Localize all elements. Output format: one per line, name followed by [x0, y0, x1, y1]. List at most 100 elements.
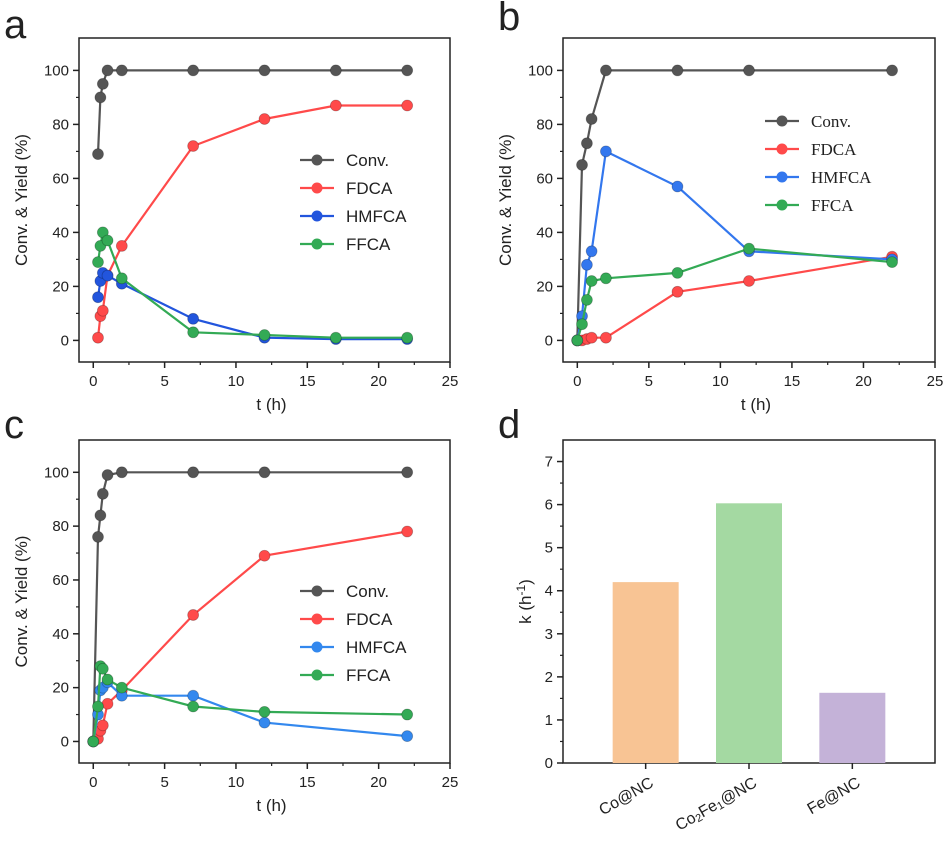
- category-label: Co2Fe1@NC: [673, 775, 760, 836]
- x-axis-label: t (h): [256, 395, 286, 414]
- data-point: [258, 716, 271, 729]
- data-point: [585, 275, 598, 287]
- category-label: Fe@NC: [805, 775, 864, 819]
- data-point: [743, 242, 755, 255]
- bar: [716, 503, 782, 763]
- y-tick-label: 2: [545, 669, 553, 686]
- legend-label: FFCA: [346, 666, 391, 685]
- data-point: [258, 705, 271, 718]
- data-point: [401, 466, 414, 479]
- data-point: [258, 64, 271, 77]
- legend-marker: [776, 115, 788, 127]
- data-point: [671, 285, 684, 298]
- x-tick-label: 10: [228, 774, 245, 791]
- x-tick-label: 15: [299, 774, 316, 791]
- data-point: [580, 137, 593, 150]
- y-tick-label: 60: [536, 170, 553, 187]
- series-line-hmfca: [576, 149, 893, 341]
- legend-marker: [311, 210, 323, 222]
- y-tick-label: 0: [61, 332, 69, 349]
- data-point: [187, 312, 200, 325]
- data-point: [96, 78, 109, 90]
- x-tick-label: 15: [299, 373, 316, 390]
- legend-marker: [311, 182, 323, 194]
- data-point: [92, 148, 104, 161]
- data-point: [96, 662, 109, 675]
- data-point: [580, 258, 593, 271]
- legend-label: FDCA: [811, 140, 857, 159]
- data-point: [92, 531, 104, 543]
- legend-label: HMFCA: [346, 207, 407, 226]
- y-tick-label: 80: [536, 116, 553, 133]
- x-tick-label: 25: [442, 373, 459, 390]
- y-tick-label: 20: [52, 278, 69, 295]
- y-tick-label: 3: [545, 626, 553, 643]
- data-point: [585, 113, 598, 125]
- data-point: [571, 334, 584, 347]
- plot-frame: [78, 37, 451, 363]
- x-tick-label: 25: [927, 373, 944, 390]
- data-point: [886, 256, 898, 269]
- data-point: [743, 64, 755, 77]
- y-tick-label: 7: [545, 454, 553, 471]
- y-tick-label: 60: [52, 170, 69, 187]
- y-tick-label: 6: [545, 497, 553, 514]
- chart-panel-a: 0 5 10 15 20 25 0 20 40 60 80 100 t (h) Conv. & Yield…: [12, 37, 459, 414]
- x-axis-label: t (h): [256, 796, 286, 815]
- data-point: [101, 234, 114, 247]
- y-tick-label: 100: [44, 464, 69, 481]
- y-axis-label: Conv. & Yield (%): [12, 134, 31, 266]
- x-tick-label: 0: [89, 774, 97, 791]
- x-tick-label: 5: [645, 373, 653, 390]
- data-point: [96, 487, 109, 500]
- legend-label: Conv.: [811, 112, 851, 131]
- data-point: [258, 113, 271, 125]
- data-point: [115, 64, 128, 77]
- legend-marker: [311, 154, 323, 166]
- x-tick-label: 20: [855, 373, 872, 390]
- x-tick-label: 5: [160, 774, 168, 791]
- chart-panel-b: 0 5 10 15 20 25 0 20 40 60 80 100 t (h) Conv. & Yield…: [496, 37, 944, 414]
- data-point: [258, 329, 271, 341]
- y-tick-label: 40: [536, 224, 553, 241]
- y-axis-label: k (h-1): [514, 579, 535, 624]
- legend-marker: [776, 143, 788, 155]
- data-point: [600, 145, 612, 158]
- panel-letter-c: c: [4, 403, 24, 447]
- data-point: [187, 609, 200, 621]
- y-tick-label: 80: [52, 116, 69, 133]
- legend-label: HMFCA: [811, 168, 872, 187]
- data-point: [329, 331, 342, 344]
- data-point: [585, 245, 598, 258]
- y-tick-label: 20: [52, 680, 69, 697]
- data-point: [258, 466, 271, 479]
- series-line-conv: [92, 471, 408, 742]
- data-point: [92, 331, 104, 344]
- y-axis-label: Conv. & Yield (%): [12, 536, 31, 668]
- x-axis-label: t (h): [741, 395, 771, 414]
- y-tick-label: 20: [536, 278, 553, 295]
- series-line-conv: [96, 69, 408, 155]
- legend-label: FDCA: [346, 610, 393, 629]
- data-point: [329, 64, 342, 77]
- plot-frame: [562, 37, 936, 363]
- data-point: [671, 180, 684, 193]
- panel-letter-a: a: [4, 3, 27, 47]
- x-tick-label: 25: [442, 774, 459, 791]
- data-point: [401, 99, 414, 112]
- legend-marker: [776, 199, 788, 211]
- chart-panel-d: 0 1 2 3 4 5 6 7 k (h-1) Co@NC Co2Fe1@NC Fe@NC: [514, 439, 936, 836]
- data-point: [580, 293, 593, 306]
- data-point: [187, 64, 200, 77]
- x-tick-label: 0: [89, 373, 97, 390]
- plot-frame: [78, 439, 451, 764]
- data-point: [101, 64, 114, 77]
- bar: [819, 692, 886, 763]
- data-point: [743, 275, 755, 287]
- chart-panel-c: 0 5 10 15 20 25 0 20 40 60 80 100 t (h) Conv. & Yield…: [12, 439, 459, 815]
- y-tick-label: 100: [44, 62, 69, 79]
- y-tick-label: 40: [52, 626, 69, 643]
- series-line-fdca: [577, 255, 893, 342]
- legend-marker: [311, 641, 323, 653]
- legend-label: Conv.: [346, 582, 389, 601]
